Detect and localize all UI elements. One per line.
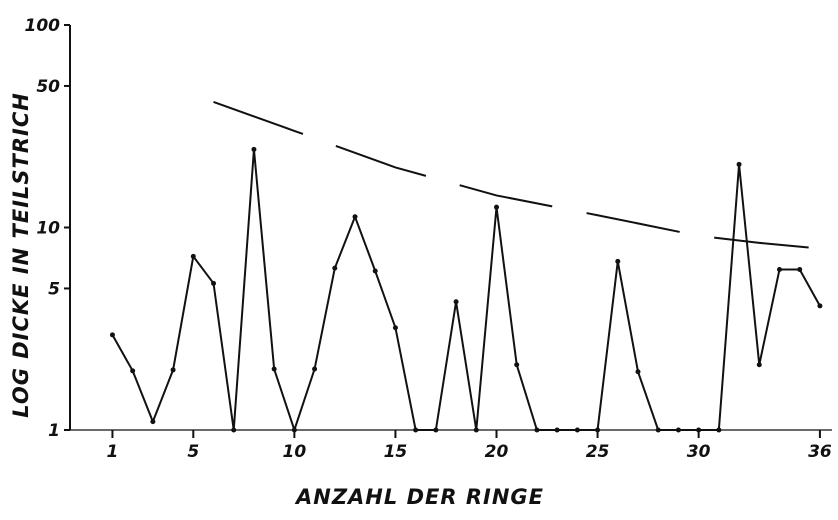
data-point — [190, 253, 196, 259]
data-point — [716, 427, 722, 433]
data-point — [494, 204, 500, 210]
data-point — [130, 368, 136, 374]
data-point — [736, 161, 742, 167]
trend-line — [213, 100, 829, 251]
data-point — [170, 367, 176, 373]
y-tick-label: 50 — [36, 77, 60, 97]
x-tick-label: 25 — [586, 442, 610, 462]
data-point — [595, 427, 601, 433]
x-tick-label: 20 — [485, 442, 509, 462]
data-point — [352, 214, 358, 220]
data-point — [372, 268, 378, 274]
data-point — [433, 427, 439, 433]
x-axis-label: ANZAHL DER RINGE — [294, 485, 544, 509]
data-point — [332, 265, 338, 271]
data-point — [675, 427, 681, 433]
y-tick-label: 100 — [25, 16, 61, 36]
data-point — [291, 427, 297, 433]
data-point — [251, 146, 257, 152]
data-point — [392, 325, 398, 331]
y-tick-label: 1 — [48, 421, 60, 441]
data-point — [271, 366, 277, 372]
data-point — [756, 362, 762, 368]
x-tick-label: 36 — [808, 442, 832, 462]
data-point — [534, 427, 540, 433]
data-point — [554, 427, 560, 433]
data-point — [635, 369, 641, 375]
data-point — [776, 267, 782, 273]
data-point — [473, 427, 479, 433]
data-point — [413, 427, 419, 433]
y-tick-label: 10 — [36, 219, 60, 239]
data-point — [797, 267, 803, 273]
data-point — [150, 419, 156, 425]
data-line — [111, 149, 821, 434]
x-tick-label: 5 — [187, 442, 199, 462]
y-axis-label: LOG DICKE IN TEILSTRICH — [9, 92, 33, 418]
data-point — [615, 258, 621, 264]
x-tick-label: 10 — [283, 442, 307, 462]
x-tick-label: 30 — [687, 442, 711, 462]
x-tick-label: 15 — [384, 442, 408, 462]
data-point — [109, 332, 115, 338]
data-point — [696, 427, 702, 433]
data-point — [453, 299, 459, 305]
data-point — [312, 366, 318, 372]
data-point — [514, 362, 520, 368]
data-point — [211, 280, 217, 286]
data-point — [231, 427, 237, 433]
data-point — [655, 427, 661, 433]
data-point — [574, 427, 580, 433]
x-tick-label: 1 — [107, 442, 119, 462]
y-tick-label: 5 — [48, 279, 60, 299]
data-point — [817, 303, 823, 309]
